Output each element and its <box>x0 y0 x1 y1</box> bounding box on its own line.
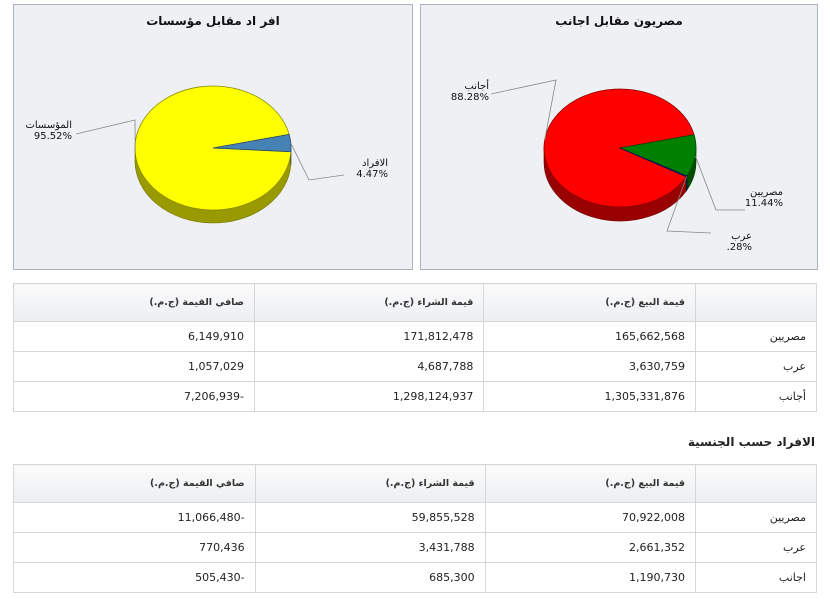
chart-title: مصريون مقابل اجانب <box>555 14 683 28</box>
slice-label: أجانب <box>464 79 489 92</box>
cell-label: عرب <box>695 351 817 382</box>
cell-label: أجانب <box>695 381 817 412</box>
chart-panel-individuals-vs-institutions: افر اد مقابل مؤسسات المؤسسات 95.52% الافرا… <box>13 4 413 270</box>
cell-buy: 685,300 <box>254 562 486 593</box>
table-row: 505,430- 685,300 1,190,730 اجانب <box>13 562 817 593</box>
cell-net: 11,066,480- <box>13 502 256 533</box>
slice-label: الافراد <box>362 158 388 169</box>
slice-label: المؤسسات <box>25 120 72 131</box>
slice-label: مصريين <box>750 187 783 198</box>
leader-line <box>290 142 345 181</box>
header-buy: قيمة الشراء (ج.م.) <box>253 283 485 322</box>
pie-slice <box>134 85 292 211</box>
cell-sell: 1,305,331,876 <box>483 381 696 412</box>
individuals-nationality-table: صافي القيمة (ج.م.) قيمة الشراء (ج.م.) قي… <box>13 464 817 593</box>
slice-value-label: 11.44% <box>745 198 783 209</box>
cell-label: اجانب <box>695 562 817 593</box>
cell-label: مصريين <box>695 321 817 352</box>
header-empty <box>695 283 817 322</box>
cell-sell: 70,922,008 <box>484 502 697 533</box>
cell-net: 1,057,029 <box>13 351 255 382</box>
cell-net: 770,436 <box>13 532 256 563</box>
cell-buy: 3,431,788 <box>254 532 486 563</box>
slice-label: عرب <box>731 231 752 242</box>
section-title-individuals-by-nationality: الافراد حسب الجنسية <box>687 435 815 449</box>
cell-sell: 1,190,730 <box>484 562 697 593</box>
cell-buy: 4,687,788 <box>253 351 485 382</box>
header-net: صافي القيمة (ج.م.) <box>13 283 255 322</box>
header-net: صافي القيمة (ج.م.) <box>13 464 256 503</box>
table-row: 7,206,939- 1,298,124,937 1,305,331,876 أ… <box>13 381 817 412</box>
chart-title: افر اد مقابل مؤسسات <box>146 14 280 28</box>
header-sell: قيمة البيع (ج.م.) <box>483 283 696 322</box>
cell-net: 6,149,910 <box>13 321 255 352</box>
header-empty <box>695 464 817 503</box>
leader-line <box>490 79 557 140</box>
table-row: 6,149,910 171,812,478 165,662,568 مصريين <box>13 321 817 352</box>
cell-sell: 2,661,352 <box>484 532 697 563</box>
slice-value-label: 88.28% <box>451 92 489 103</box>
cell-label: عرب <box>695 532 817 563</box>
header-buy: قيمة الشراء (ج.م.) <box>254 464 486 503</box>
leader-line <box>75 119 136 153</box>
chart-panel-egyptians-vs-foreigners: مصريون مقابل اجانب أجانب 88.28% مصريين 11.4… <box>420 4 818 270</box>
cell-net: 7,206,939- <box>13 381 255 412</box>
cell-label: مصريين <box>695 502 817 533</box>
table-row: 11,066,480- 59,855,528 70,922,008 مصريين <box>13 502 817 533</box>
table-row: 770,436 3,431,788 2,661,352 عرب <box>13 532 817 563</box>
slice-value-label: 4.47% <box>356 169 388 180</box>
cell-sell: 3,630,759 <box>483 351 696 382</box>
cell-sell: 165,662,568 <box>483 321 696 352</box>
leader-line <box>666 176 712 234</box>
cell-buy: 59,855,528 <box>254 502 486 533</box>
table-header-row: صافي القيمة (ج.م.) قيمة الشراء (ج.م.) قي… <box>13 283 817 322</box>
table-header-row: صافي القيمة (ج.م.) قيمة الشراء (ج.م.) قي… <box>13 464 817 503</box>
slice-value-label: .28% <box>727 242 752 253</box>
cell-buy: 171,812,478 <box>253 321 485 352</box>
table-row: 1,057,029 4,687,788 3,630,759 عرب <box>13 351 817 382</box>
slice-value-label: 95.52% <box>34 131 72 142</box>
cell-net: 505,430- <box>13 562 256 593</box>
nationality-table: صافي القيمة (ج.م.) قيمة الشراء (ج.م.) قي… <box>13 283 817 412</box>
cell-buy: 1,298,124,937 <box>253 381 485 412</box>
leader-line <box>694 155 745 211</box>
header-sell: قيمة البيع (ج.م.) <box>484 464 697 503</box>
